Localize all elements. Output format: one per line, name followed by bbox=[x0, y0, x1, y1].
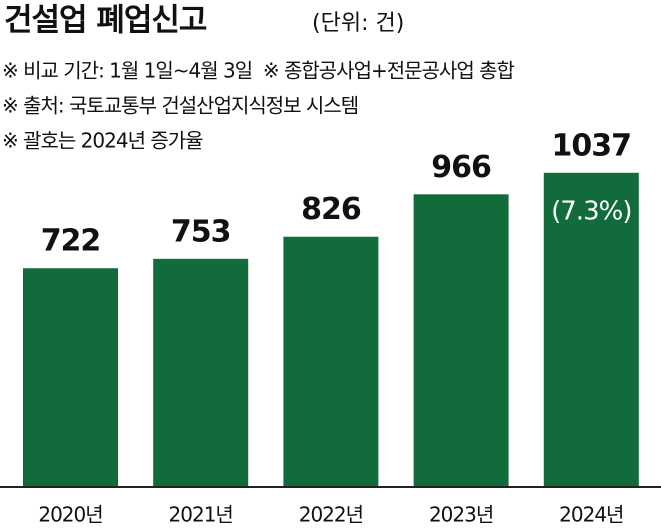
chart-title: 건설업 폐업신고 bbox=[4, 3, 207, 39]
x-tick-label: 2020년 bbox=[38, 503, 102, 527]
value-label: 826 bbox=[301, 192, 361, 227]
note: ※ 괄호는 2024년 증가율 bbox=[2, 129, 203, 153]
value-label: 1037 bbox=[552, 128, 632, 163]
note: ※ 비교 기간: 1월 1일~4월 3일 ※ 종합공사업+전문공사업 총합 bbox=[2, 59, 514, 83]
value-label: 753 bbox=[171, 214, 231, 249]
bar bbox=[413, 194, 509, 487]
bar bbox=[283, 236, 379, 487]
note: ※ 출처: 국토교통부 건설산업지식정보 시스템 bbox=[2, 94, 358, 118]
chart-subtitle: (단위: 건) bbox=[312, 11, 404, 36]
x-tick-label: 2023년 bbox=[429, 503, 493, 527]
annotation: (7.3%) bbox=[551, 197, 631, 227]
bar bbox=[543, 172, 639, 487]
bar bbox=[153, 258, 249, 487]
x-tick-label: 2022년 bbox=[299, 503, 363, 527]
x-tick-label: 2021년 bbox=[169, 503, 233, 527]
value-label: 966 bbox=[431, 150, 491, 185]
bar bbox=[23, 268, 118, 487]
value-label: 722 bbox=[41, 224, 101, 259]
x-tick-label: 2024년 bbox=[559, 503, 623, 527]
